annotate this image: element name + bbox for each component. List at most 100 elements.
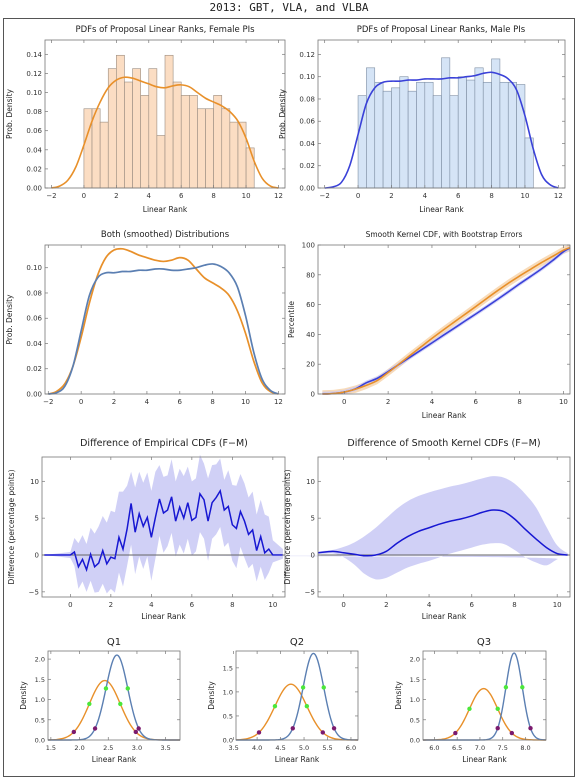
bar bbox=[205, 108, 214, 189]
x-tick-label: 0 bbox=[342, 398, 346, 406]
x-tick-label: 0 bbox=[82, 192, 86, 200]
error-band bbox=[0, 476, 568, 580]
y-tick-label: 0.02 bbox=[26, 165, 42, 173]
y-tick-label: 1.5 bbox=[223, 664, 233, 672]
y-tick-label: 2.0 bbox=[410, 656, 420, 664]
bar bbox=[91, 108, 101, 189]
chart-title: PDFs of Proposal Linear Ranks, Female PI… bbox=[75, 25, 255, 35]
x-tick-label: 4 bbox=[149, 601, 154, 609]
bar bbox=[466, 79, 476, 189]
y-tick-label: 0 bbox=[311, 391, 315, 399]
quantile-marker bbox=[503, 685, 509, 690]
bar bbox=[189, 95, 198, 189]
x-axis-label: Linear Rank bbox=[275, 755, 320, 764]
y-tick-label: 0.08 bbox=[26, 108, 42, 116]
bar bbox=[449, 95, 459, 189]
y-axis-label: Difference (percentage points) bbox=[283, 469, 292, 584]
x-tick-label: 8 bbox=[230, 601, 234, 609]
bar bbox=[172, 81, 182, 189]
plot-frame bbox=[317, 244, 571, 395]
y-tick-label: 0 bbox=[35, 552, 39, 560]
x-tick-label: 8 bbox=[489, 192, 493, 200]
y-tick-label: 10 bbox=[30, 478, 39, 486]
chart-diff-empirical: 0 2 4 6 8 10 −5 0 5 10 Difference of Empirical CDF… bbox=[7, 438, 286, 621]
y-tick-label: 0.5 bbox=[35, 716, 45, 724]
x-tick-label: 10 bbox=[268, 601, 277, 609]
plot-frame bbox=[41, 456, 286, 598]
quantile-marker bbox=[133, 729, 139, 735]
bar bbox=[213, 95, 223, 189]
x-tick-label: 0 bbox=[356, 192, 360, 200]
series-line bbox=[322, 247, 571, 395]
chart-female-pdf: −2 0 2 4 6 8 10 12 0.00 0.02 0.04 0.06 0.08 0.10 0.12 0… bbox=[5, 25, 286, 214]
x-tick-label: 6.0 bbox=[429, 744, 439, 752]
quantile-marker bbox=[92, 726, 98, 731]
bar bbox=[99, 121, 109, 189]
quantile-marker bbox=[520, 685, 525, 690]
x-tick-label: 8 bbox=[211, 192, 215, 200]
quantile-marker bbox=[453, 730, 458, 736]
bar bbox=[140, 95, 150, 189]
plot-frame bbox=[422, 650, 547, 741]
quantile-marker bbox=[495, 726, 500, 731]
quantile-marker bbox=[320, 730, 326, 735]
chart-title: Both (smoothed) Distributions bbox=[101, 230, 230, 240]
plot-frame bbox=[317, 39, 566, 189]
density-curve bbox=[51, 76, 279, 189]
x-axis-label: Linear Rank bbox=[422, 612, 467, 621]
y-tick-label: 0.00 bbox=[26, 391, 42, 399]
density-curve bbox=[47, 679, 180, 741]
quantile-marker bbox=[321, 685, 326, 690]
x-tick-label: 10 bbox=[520, 192, 529, 200]
y-tick-label: 1.0 bbox=[223, 688, 233, 696]
y-tick-label: −5 bbox=[29, 588, 39, 596]
bar bbox=[407, 90, 417, 189]
x-tick-label: 4.0 bbox=[252, 744, 262, 752]
x-tick-label: 7.0 bbox=[475, 744, 485, 752]
y-tick-label: 0.10 bbox=[26, 89, 42, 97]
series-line bbox=[48, 263, 279, 395]
chart-q1: 1.5 2.0 2.5 3.0 3.5 0.0 0.5 1.0 1.5 2.0 Q1 Linear R… bbox=[19, 637, 181, 764]
bar bbox=[116, 54, 125, 189]
quantile-marker bbox=[272, 703, 278, 709]
y-axis-label: Prob. Density bbox=[278, 88, 287, 139]
x-tick-label: 2 bbox=[389, 192, 393, 200]
x-tick-label: 4 bbox=[423, 192, 428, 200]
x-tick-label: 12 bbox=[554, 192, 563, 200]
page-title: 2013: GBT, VLA, and VLBA bbox=[209, 1, 369, 14]
x-tick-label: 6.5 bbox=[452, 744, 462, 752]
x-tick-label: 2.0 bbox=[74, 744, 84, 752]
x-tick-label: 6 bbox=[474, 398, 479, 406]
y-tick-label: 20 bbox=[306, 361, 315, 369]
x-tick-label: 4 bbox=[430, 398, 435, 406]
y-tick-label: −5 bbox=[305, 588, 315, 596]
error-band bbox=[322, 245, 570, 394]
bar bbox=[416, 81, 426, 189]
y-tick-label: 0.06 bbox=[26, 315, 42, 323]
x-tick-label: 5.5 bbox=[322, 744, 332, 752]
y-tick-label: 0.06 bbox=[26, 127, 42, 135]
bar bbox=[197, 108, 206, 189]
y-tick-label: 0.00 bbox=[26, 185, 42, 193]
bar bbox=[180, 95, 190, 189]
quantile-marker bbox=[528, 726, 533, 731]
chart-both-smoothed: −2 0 2 4 6 8 10 12 0.00 0.02 0.04 0.06 0.08 0.10 Both … bbox=[5, 230, 286, 406]
quantile-marker bbox=[495, 706, 500, 712]
chart-title: Q1 bbox=[107, 637, 121, 648]
x-tick-label: 4.5 bbox=[275, 744, 285, 752]
x-tick-label: 6 bbox=[456, 192, 461, 200]
x-tick-label: 2.5 bbox=[103, 744, 113, 752]
bar bbox=[499, 81, 509, 189]
series-line bbox=[317, 509, 568, 557]
x-tick-label: 2 bbox=[386, 398, 390, 406]
x-tick-label: 10 bbox=[559, 398, 568, 406]
x-axis-label: Linear Rank bbox=[143, 205, 188, 214]
plot-frame bbox=[235, 650, 359, 741]
y-tick-label: 0.10 bbox=[26, 264, 42, 272]
x-tick-label: 3.5 bbox=[228, 744, 238, 752]
y-tick-label: 0.12 bbox=[26, 70, 42, 78]
x-tick-label: 2 bbox=[112, 398, 116, 406]
x-tick-label: 10 bbox=[241, 398, 250, 406]
bar bbox=[164, 54, 174, 189]
y-tick-label: 0.0 bbox=[410, 737, 420, 745]
